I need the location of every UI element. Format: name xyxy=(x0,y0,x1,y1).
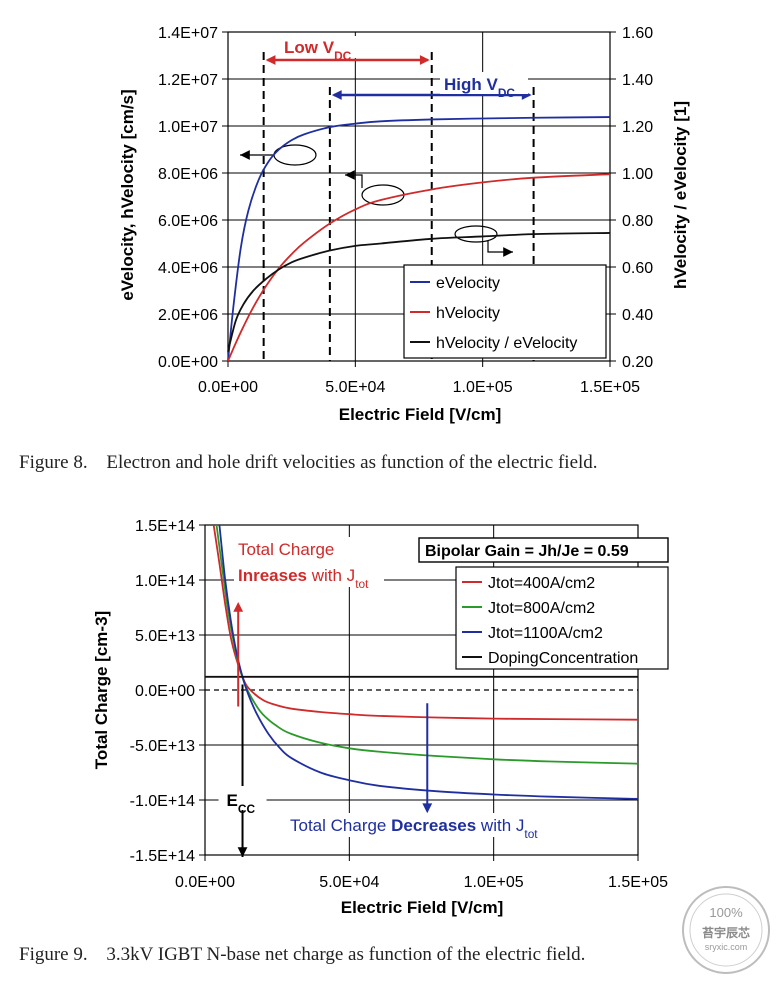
x-axis-label: Electric Field [V/cm] xyxy=(341,898,504,917)
figure-8-text: Electron and hole drift velocities as fu… xyxy=(106,452,598,473)
x-tick-label: 0.0E+00 xyxy=(198,379,258,396)
x-axis-label: Electric Field [V/cm] xyxy=(339,405,502,424)
legend: eVelocity hVelocity hVelocity / eVelocity xyxy=(403,264,607,359)
x-tick-label: 5.0E+04 xyxy=(319,874,379,891)
label-bg xyxy=(286,813,578,837)
x-tick-label: 1.0E+05 xyxy=(453,379,513,396)
x-tick-label: 1.5E+05 xyxy=(580,379,640,396)
figure-9-text: 3.3kV IGBT N-base net charge as function… xyxy=(106,944,586,965)
y-tick-label: -5.0E+13 xyxy=(130,738,195,755)
legend-label: Jtot=800A/cm2 xyxy=(488,600,595,617)
y-tick-label: 0.0E+00 xyxy=(135,683,195,700)
series-line-jtot-1100a-cm2 xyxy=(218,525,638,800)
high-vdc-arrow-head xyxy=(331,90,342,100)
series-group xyxy=(227,116,611,362)
plot-frame xyxy=(227,31,611,362)
hvelocity-axis-pointer-ellipse xyxy=(361,184,405,206)
x-tick-label: 0.0E+00 xyxy=(175,874,235,891)
y-tick-label: 5.0E+13 xyxy=(135,628,195,645)
y2-tick-label: 1.00 xyxy=(622,166,653,183)
low-vdc-label: Low VDC xyxy=(284,38,352,63)
increase-arrowhead xyxy=(233,602,244,612)
y2-tick-label: 1.20 xyxy=(622,119,653,136)
ratio-axis-pointer-arrowhead xyxy=(503,247,513,257)
y2-tick-label: 0.80 xyxy=(622,213,653,230)
y-tick-label: 4.0E+06 xyxy=(158,260,218,277)
series-line-jtot-400a-cm2 xyxy=(212,525,638,721)
ratio-axis-pointer-ellipse xyxy=(454,225,498,243)
ecc-arrowhead xyxy=(237,847,248,857)
high-vdc-label: High VDC xyxy=(444,75,515,100)
legend-label: DopingConcentration xyxy=(488,650,638,667)
y-tick-label: 1.4E+07 xyxy=(158,25,218,42)
y-tick-label: 0.0E+00 xyxy=(158,354,218,371)
legend-box xyxy=(403,264,607,359)
evelocity-axis-pointer-arrowhead xyxy=(240,150,250,160)
label-bg xyxy=(218,786,267,810)
legend-label: hVelocity / eVelocity xyxy=(436,335,577,352)
y-tick-label: 1.2E+07 xyxy=(158,72,218,89)
y-tick-label: 1.5E+14 xyxy=(135,518,195,535)
watermark-seal: 100% 苔宇辰芯 sryxic.com xyxy=(682,886,770,974)
x-tick-label: 1.5E+05 xyxy=(608,874,668,891)
y-tick-label: 1.0E+14 xyxy=(135,573,195,590)
x-tick-label: 5.0E+04 xyxy=(325,379,385,396)
tick-labels: -1.5E+14 -1.0E+14 -5.0E+13 0.0E+00 5.0E+13 1.… xyxy=(130,518,669,891)
plot-frame xyxy=(204,524,639,856)
decrease-arrowhead xyxy=(422,803,433,814)
bipolar-gain-box xyxy=(418,537,669,563)
axes xyxy=(222,31,616,367)
series-line-hvelocity xyxy=(227,173,611,362)
legend-label: Jtot=400A/cm2 xyxy=(488,575,595,592)
figure-9-number: Figure 9. xyxy=(19,944,88,965)
y2-tick-label: 1.40 xyxy=(622,72,653,89)
y2-tick-label: 0.60 xyxy=(622,260,653,277)
low-vdc-arrow-head xyxy=(419,55,430,65)
ecc-label: ECC xyxy=(227,791,256,816)
watermark-badge: 100% xyxy=(709,905,743,920)
label-bg xyxy=(280,36,370,58)
series-line-hvelocity-evelocity xyxy=(227,232,611,352)
x-tick-label: 1.0E+05 xyxy=(464,874,524,891)
figure-8-number: Figure 8. xyxy=(19,452,88,473)
y2-tick-label: 1.60 xyxy=(622,25,653,42)
increase-text-line1: Total Charge xyxy=(238,540,334,559)
y-tick-label: -1.0E+14 xyxy=(130,793,195,810)
figure-8-caption: Figure 8. Electron and hole drift veloci… xyxy=(19,452,778,474)
label-bg xyxy=(440,72,528,94)
legend-label: hVelocity xyxy=(436,305,500,322)
axes xyxy=(199,524,639,861)
y-tick-label: -1.5E+14 xyxy=(130,848,195,865)
figure-9-chart: ECC Total Charge Inreases with Jtot Total C… xyxy=(92,518,669,917)
label-bg xyxy=(234,537,384,587)
tick-labels: 0.0E+00 2.0E+06 4.0E+06 6.0E+06 8.0E+06 1.0E+… xyxy=(158,25,653,396)
series-line-evelocity xyxy=(227,116,611,362)
annotations: ECC Total Charge Inreases with Jtot Total C… xyxy=(218,537,669,857)
legend-label: eVelocity xyxy=(436,275,500,292)
watermark-line2: sryxic.com xyxy=(705,942,748,952)
legend: Jtot=400A/cm2 Jtot=800A/cm2 Jtot=1100A/cm2… xyxy=(455,566,669,670)
legend-label: Jtot=1100A/cm2 xyxy=(488,625,603,642)
y-tick-label: 8.0E+06 xyxy=(158,166,218,183)
hvelocity-axis-pointer-arrowhead xyxy=(345,170,355,180)
decrease-text: Total Charge Decreases with Jtot xyxy=(290,816,538,841)
y-tick-label: 6.0E+06 xyxy=(158,213,218,230)
legend-box xyxy=(455,566,669,670)
y-axis-label: Total Charge [cm-3] xyxy=(92,611,111,769)
increase-text-line2: Inreases with Jtot xyxy=(238,566,369,591)
bipolar-gain-label: Bipolar Gain = Jh/Je = 0.59 xyxy=(425,543,629,560)
y-tick-label: 1.0E+07 xyxy=(158,119,218,136)
low-vdc-arrow-head xyxy=(265,55,276,65)
figure-8-chart: Low VDC High VDC 0.0E+00 2.0E+06 4.0E+06 6.0… xyxy=(118,25,690,424)
watermark-line1: 苔宇辰芯 xyxy=(702,925,750,940)
annotations: Low VDC High VDC xyxy=(240,36,535,361)
y2-tick-label: 0.20 xyxy=(622,354,653,371)
y2-tick-label: 0.40 xyxy=(622,307,653,324)
y-axis-label: eVelocity, hVelocity [cm/s] xyxy=(118,89,137,300)
figure-9-caption: Figure 9. 3.3kV IGBT N-base net charge a… xyxy=(19,944,778,966)
series-group xyxy=(205,525,638,800)
y-tick-label: 2.0E+06 xyxy=(158,307,218,324)
y2-axis-label: hVelocity / eVelocity [1] xyxy=(671,101,690,289)
